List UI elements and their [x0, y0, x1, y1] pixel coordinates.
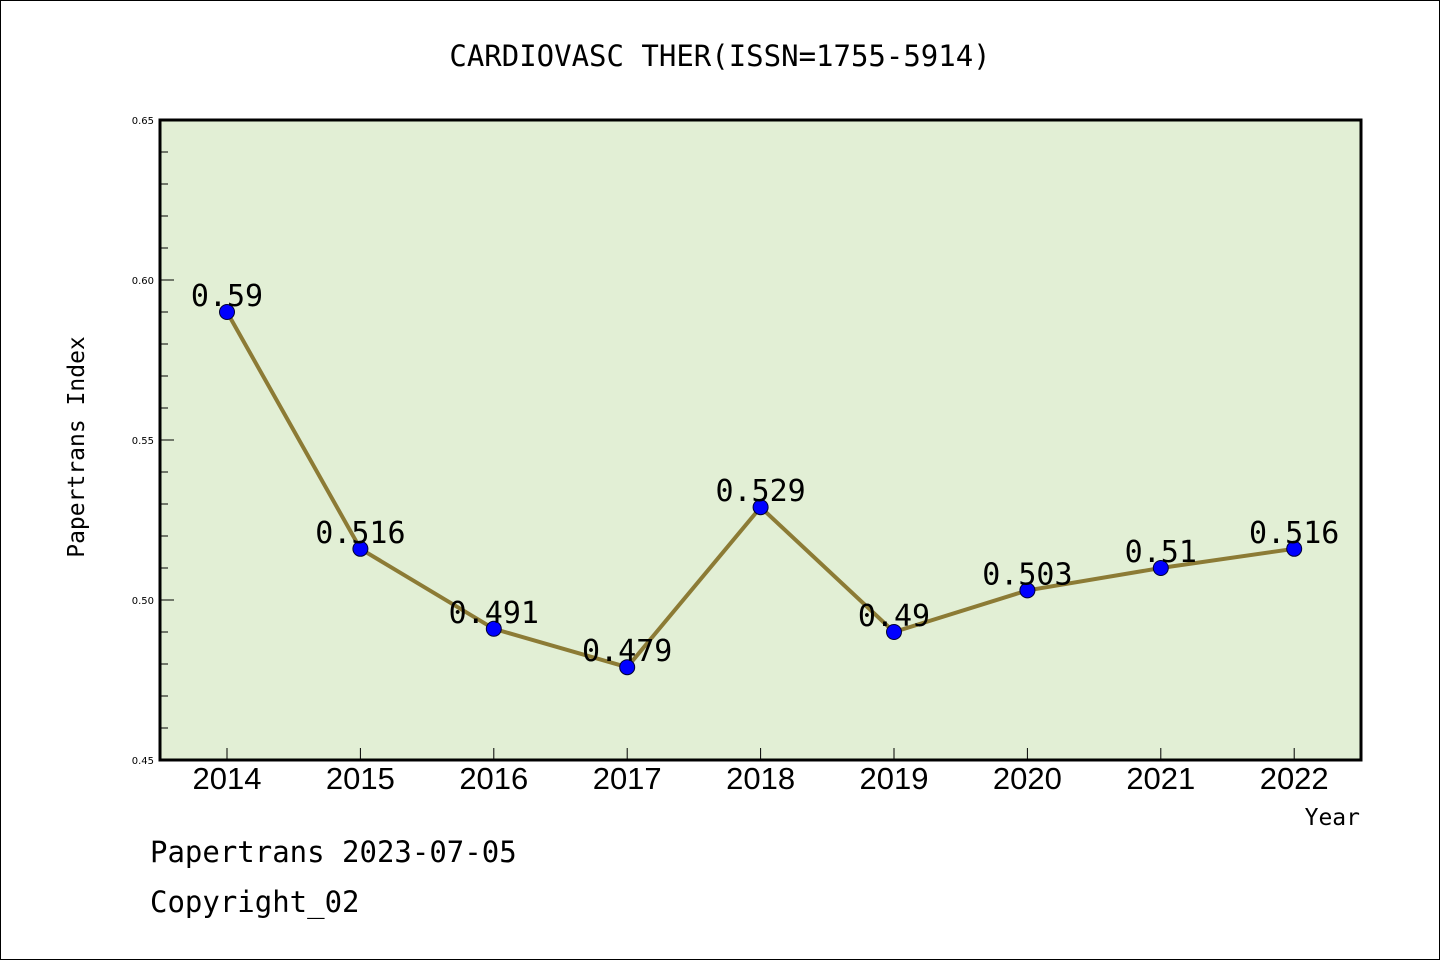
x-axis-label: Year — [1305, 805, 1360, 831]
y-tick-label: 0.50 — [132, 596, 154, 607]
x-tick-label: 2019 — [860, 761, 929, 796]
data-labels: 0.59 0.516 0.491 0.479 0.529 0.49 0.503 0.51 0.5… — [191, 279, 1339, 669]
y-tick-label: 0.45 — [132, 756, 154, 767]
data-label: 0.516 — [1249, 516, 1339, 551]
x-tick-label: 2020 — [993, 761, 1062, 796]
y-tick-label: 0.65 — [132, 116, 154, 127]
y-axis-ticks: 0.45 0.50 0.55 0.60 0.65 — [132, 116, 174, 767]
data-point — [352, 540, 369, 557]
chart-title: CARDIOVASC THER(ISSN=1755-5914) — [449, 39, 990, 73]
x-tick-label: 2014 — [193, 761, 262, 796]
data-label: 0.516 — [315, 516, 405, 551]
y-tick-label: 0.55 — [132, 436, 154, 447]
data-point — [1152, 560, 1169, 576]
data-label: 0.49 — [858, 599, 930, 634]
plot-area — [158, 118, 1363, 762]
data-point — [1286, 540, 1303, 557]
series-markers — [219, 304, 1303, 676]
y-axis-label: Papertrans Index — [64, 336, 90, 558]
data-label: 0.59 — [191, 279, 263, 314]
footer-date: Papertrans 2023-07-05 — [150, 835, 517, 869]
data-label: 0.51 — [1125, 535, 1197, 570]
x-tick-label: 2017 — [593, 761, 662, 796]
x-tick-label: 2022 — [1260, 761, 1329, 796]
x-tick-label: 2016 — [459, 761, 528, 796]
data-point — [1019, 582, 1036, 599]
data-label: 0.491 — [449, 596, 539, 631]
data-label: 0.479 — [582, 634, 672, 669]
data-point — [219, 304, 235, 320]
x-tick-label: 2015 — [326, 761, 395, 796]
data-label: 0.529 — [715, 474, 805, 509]
data-point — [886, 624, 902, 640]
x-tick-label: 2018 — [726, 761, 795, 796]
y-tick-label: 0.60 — [132, 276, 154, 287]
data-label: 0.503 — [982, 557, 1072, 592]
x-axis-ticks: 2014 2015 2016 2017 2018 2019 2020 2021 2022 — [193, 748, 1329, 796]
footer-copyright: Copyright_02 — [150, 885, 360, 919]
data-point — [485, 620, 502, 637]
data-point — [752, 499, 769, 516]
data-point — [619, 659, 636, 676]
x-tick-label: 2021 — [1126, 761, 1195, 796]
